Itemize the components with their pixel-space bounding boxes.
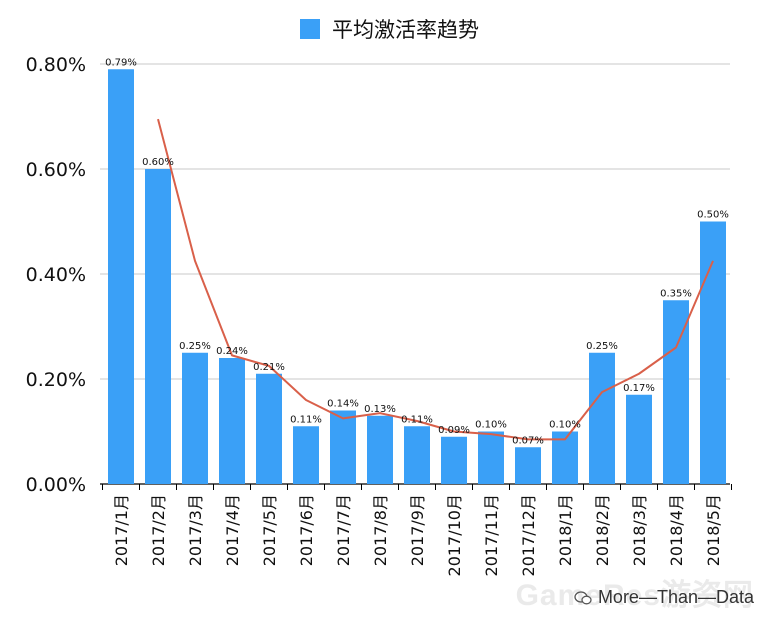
y-axis-ticks: 0.00% 0.20% 0.40% 0.60% 0.80%	[26, 54, 86, 496]
bar	[182, 352, 208, 484]
x-tick-label: 2018/5月	[704, 494, 723, 566]
bar	[108, 69, 134, 484]
data-label: 0.10%	[475, 420, 507, 431]
bar	[663, 300, 689, 484]
trendline-group	[157, 118, 714, 441]
x-axis-ticks: 2017/1月 2017/2月 2017/3月 2017/4月 2017/5月 2017/…	[102, 484, 732, 576]
x-tick-label: 2017/11月	[482, 494, 501, 576]
data-label: 0.09%	[438, 425, 470, 436]
watermark-background-text: GameRes游资网	[515, 579, 754, 612]
data-label: 0.11%	[401, 414, 433, 425]
bar	[145, 169, 171, 484]
x-tick-label: 2017/1月	[112, 494, 131, 566]
data-label: 0.10%	[549, 420, 581, 431]
bar	[367, 415, 393, 484]
data-labels: 0.79% 0.60% 0.25% 0.24% 0.21% 0.11% 0.14% 0.13%…	[105, 57, 729, 446]
x-tick-label: 2018/4月	[667, 494, 686, 566]
y-tick-label: 0.60%	[26, 159, 86, 181]
data-label: 0.11%	[290, 414, 322, 425]
data-label: 0.35%	[660, 288, 692, 299]
bar	[219, 358, 245, 484]
watermark: GameRes游资网 More—Than—Data	[516, 579, 754, 612]
y-tick-label: 0.80%	[26, 54, 86, 76]
bar	[626, 394, 652, 484]
trendline	[157, 118, 714, 441]
bar	[589, 352, 615, 484]
bar	[478, 431, 504, 484]
x-tick-label: 2017/9月	[408, 494, 427, 566]
data-label: 0.21%	[253, 362, 285, 373]
x-tick-label: 2017/12月	[519, 494, 538, 576]
y-tick-label: 0.40%	[26, 264, 86, 286]
x-tick-label: 2018/3月	[630, 494, 649, 566]
x-tick-label: 2017/5月	[260, 494, 279, 566]
data-label: 0.17%	[623, 383, 655, 394]
bar	[404, 426, 430, 484]
data-label: 0.60%	[142, 157, 174, 168]
data-label: 0.07%	[512, 435, 544, 446]
x-tick-label: 2017/6月	[297, 494, 316, 566]
data-label: 0.24%	[216, 346, 248, 357]
bar	[441, 436, 467, 484]
x-tick-label: 2018/1月	[556, 494, 575, 566]
x-tick-label: 2017/10月	[445, 494, 464, 576]
bar	[293, 426, 319, 484]
data-label: 0.13%	[364, 404, 396, 415]
data-label: 0.79%	[105, 57, 137, 68]
legend: 平均激活率趋势	[300, 14, 479, 44]
bar	[515, 447, 541, 484]
data-label: 0.25%	[586, 341, 618, 352]
bar	[700, 221, 726, 484]
y-tick-label: 0.00%	[26, 474, 86, 496]
bar	[330, 410, 356, 484]
legend-label: 平均激活率趋势	[332, 18, 479, 42]
x-tick-label: 2017/4月	[223, 494, 242, 566]
x-tick-label: 2017/8月	[371, 494, 390, 566]
bar	[256, 373, 282, 484]
x-tick-label: 2017/2月	[149, 494, 168, 566]
wechat-icon	[574, 590, 592, 604]
legend-swatch	[300, 19, 320, 39]
data-label: 0.14%	[327, 399, 359, 410]
x-tick-label: 2017/7月	[334, 494, 353, 566]
data-label: 0.25%	[179, 341, 211, 352]
data-label: 0.50%	[697, 210, 729, 221]
bars	[108, 69, 726, 484]
y-tick-label: 0.20%	[26, 369, 86, 391]
x-tick-label: 2018/2月	[593, 494, 612, 566]
watermark-text: More—Than—Data	[597, 587, 754, 607]
x-tick-label: 2017/3月	[186, 494, 205, 566]
